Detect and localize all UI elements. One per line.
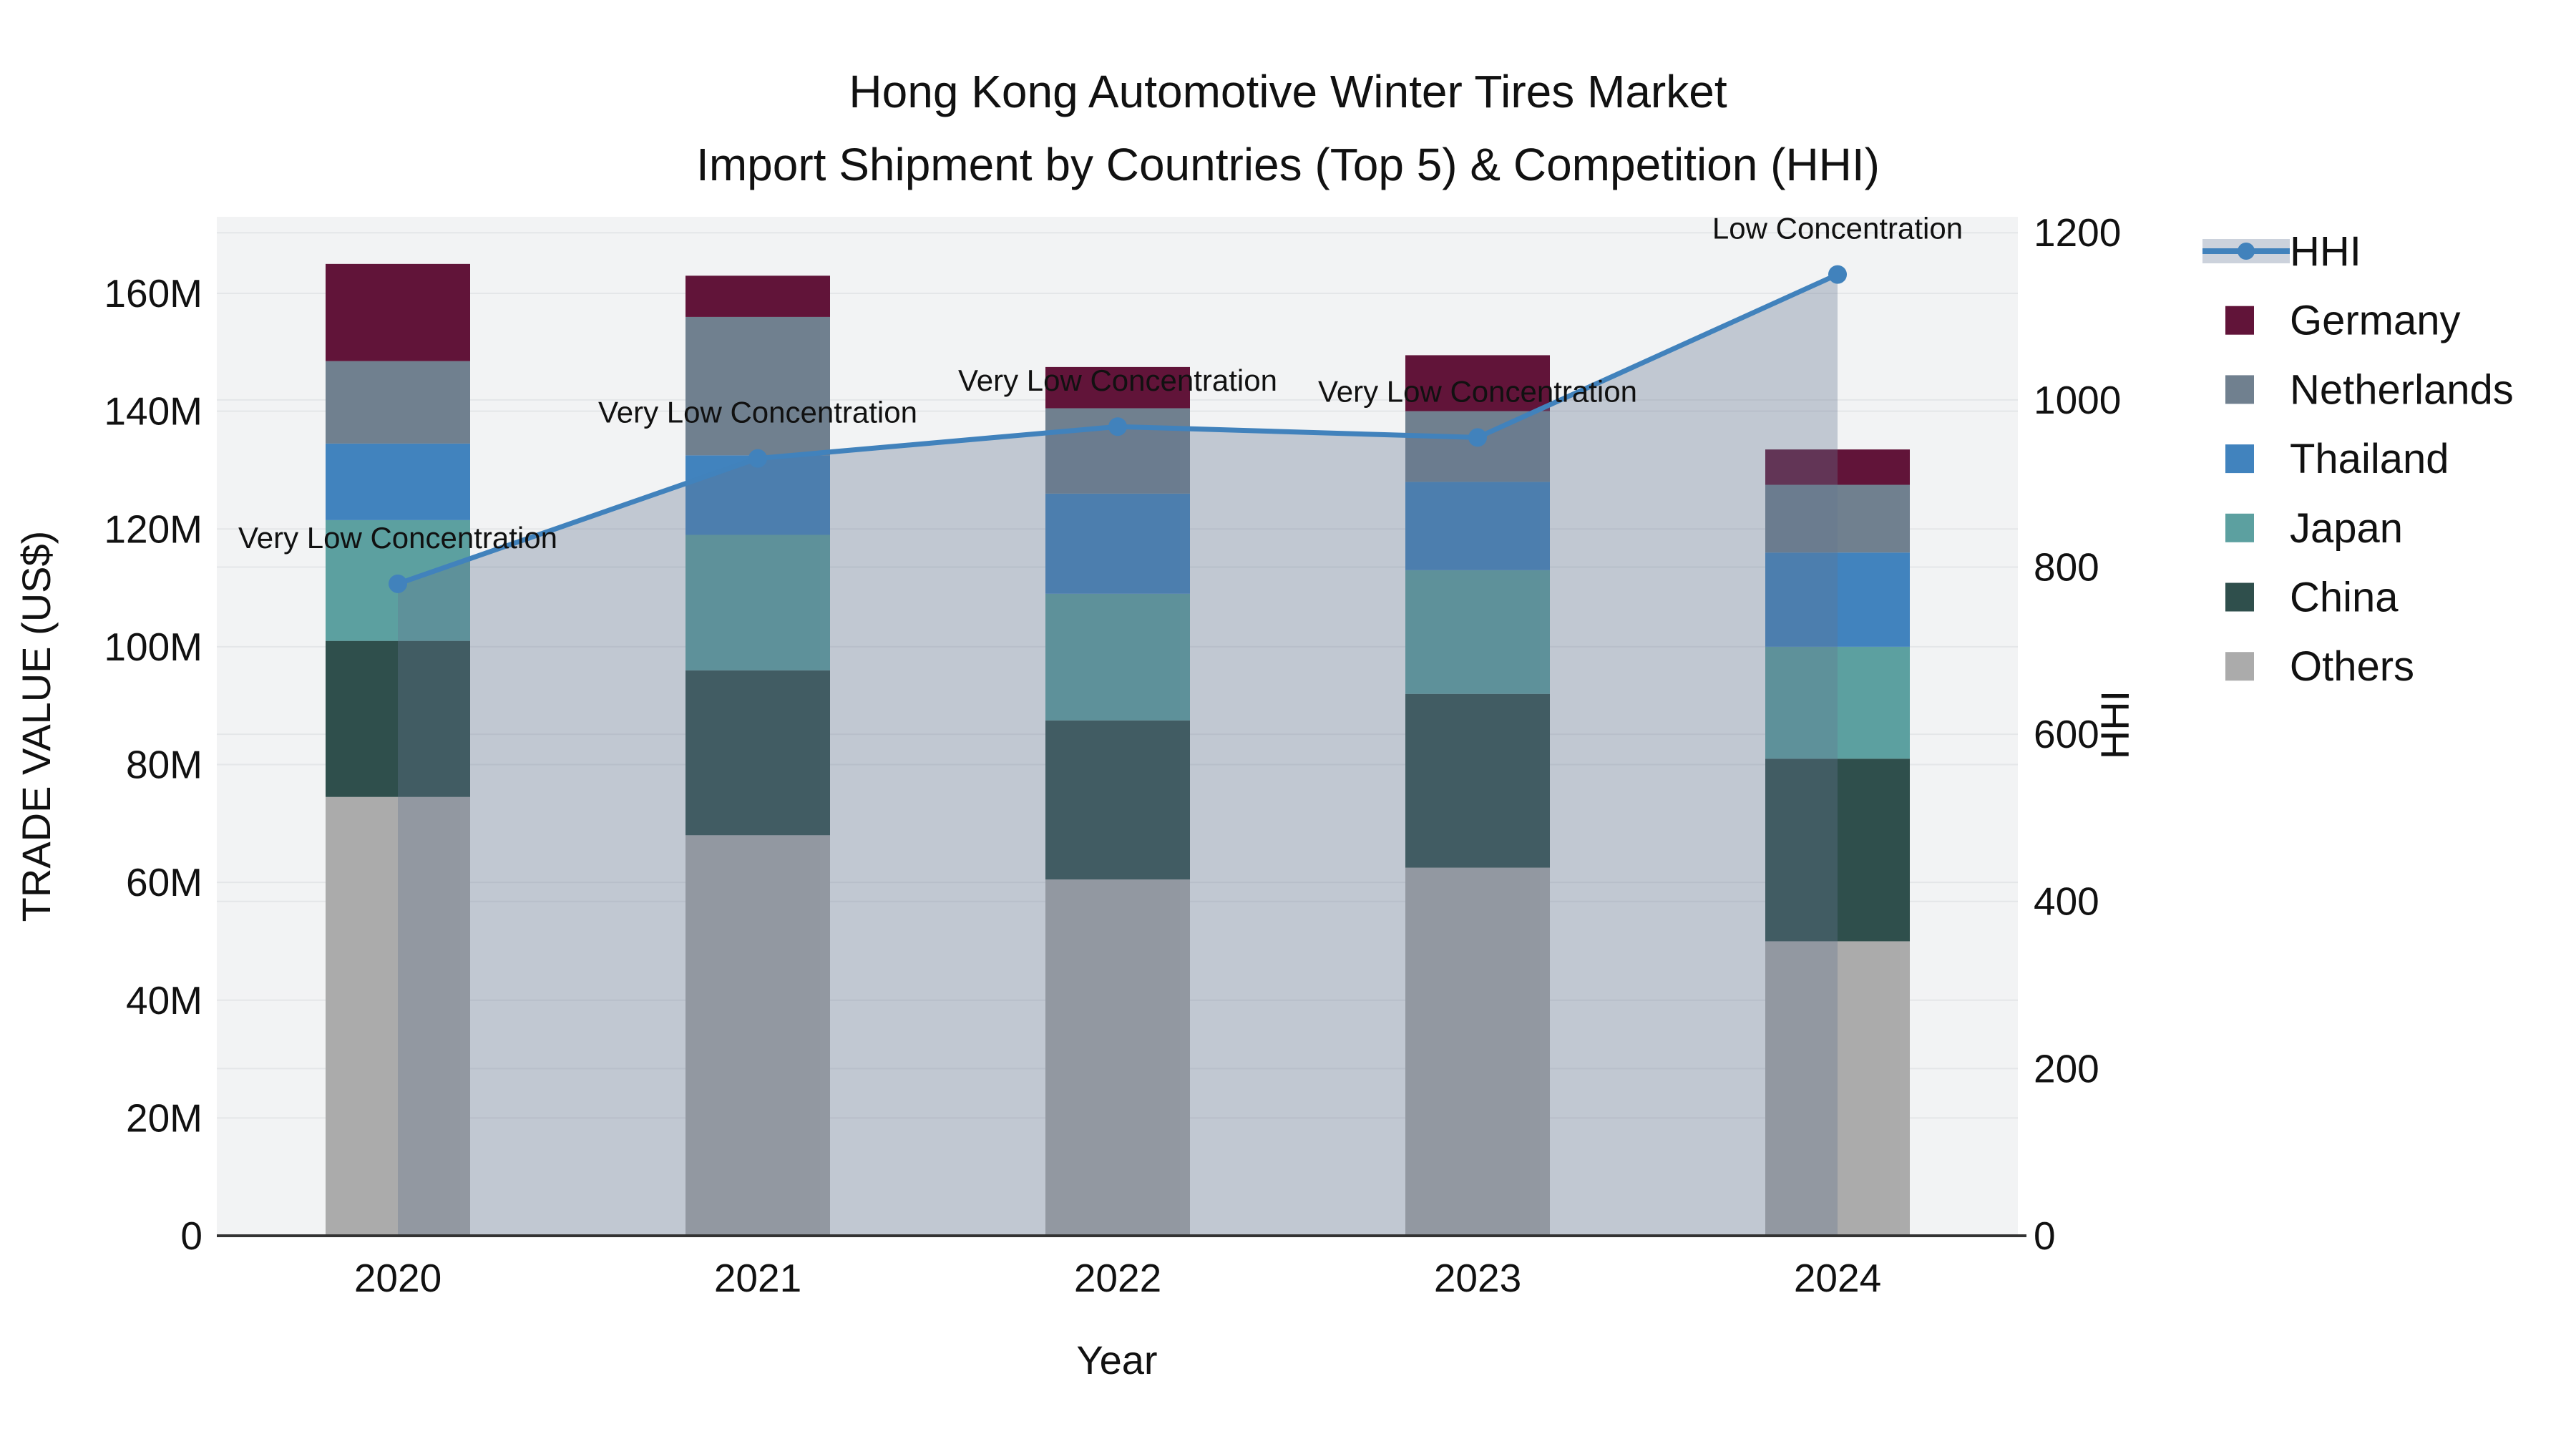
bar-segment-netherlands-2020 <box>326 361 470 444</box>
legend-item-germany: Germany <box>2225 298 2461 344</box>
legend-item-netherlands: Netherlands <box>2225 366 2514 413</box>
bar-segment-germany-2023 <box>1405 355 1550 411</box>
x-axis-title: Year <box>1076 1337 1157 1382</box>
legend-label-others: Others <box>2290 643 2414 690</box>
bar-segment-japan-2022 <box>1045 593 1190 721</box>
hhi-point-2024 <box>1828 265 1847 284</box>
bar-segment-thailand-2023 <box>1405 482 1550 570</box>
chart-title-line2: Import Shipment by Countries (Top 5) & C… <box>696 139 1880 190</box>
hhi-point-2021 <box>748 449 767 468</box>
bar-segment-japan-2021 <box>686 535 830 670</box>
bar-segment-japan-2023 <box>1405 570 1550 694</box>
legend-swatch-thailand <box>2225 444 2254 474</box>
legend-item-others: Others <box>2225 643 2414 690</box>
y-right-tick-400: 400 <box>2034 879 2099 924</box>
hhi-area-fill <box>398 274 1838 1236</box>
y-left-tick-100M: 100M <box>104 625 203 669</box>
legend-label-china: China <box>2290 575 2399 621</box>
bar-segment-thailand-2021 <box>686 455 830 535</box>
bar-segment-japan-2024 <box>1765 646 1910 759</box>
hhi-point-2022 <box>1108 417 1127 436</box>
stacked-bars <box>326 263 1910 1236</box>
legend-swatch-china <box>2225 582 2254 612</box>
y-right-tick-1000: 1000 <box>2034 378 2121 422</box>
legend-swatch-others <box>2225 652 2254 681</box>
bar-segment-china-2023 <box>1405 693 1550 868</box>
y-right-tick-0: 0 <box>2034 1214 2056 1258</box>
x-tick-2021: 2021 <box>714 1256 801 1300</box>
bar-segment-china-2021 <box>686 670 830 836</box>
y-right-tick-800: 800 <box>2034 545 2099 589</box>
chart-title-line1: Hong Kong Automotive Winter Tires Market <box>849 66 1727 117</box>
y-left-tick-0: 0 <box>180 1214 203 1258</box>
bar-segment-others-2020 <box>326 796 470 1236</box>
y-left-tick-60M: 60M <box>126 860 203 904</box>
y-left-tick-140M: 140M <box>104 389 203 434</box>
annotation-2022: Very Low Concentration <box>958 364 1277 397</box>
legend-item-china: China <box>2225 575 2399 621</box>
legend-item-japan: Japan <box>2225 505 2403 552</box>
hhi-point-2023 <box>1468 428 1487 447</box>
legend-swatch-japan <box>2225 513 2254 542</box>
bar-segment-germany-2021 <box>686 275 830 317</box>
bar-segment-others-2024 <box>1765 941 1910 1236</box>
legend-swatch-germany <box>2225 306 2254 335</box>
legend-item-hhi: HHI <box>2202 228 2361 275</box>
y-right-tick-1200: 1200 <box>2034 210 2121 255</box>
tick-labels: 0 20M 40M 60M 80M 100M 120M 140M 160M 0 200 400 600 8… <box>104 210 2121 1300</box>
legend-label-japan: Japan <box>2290 505 2403 552</box>
bar-segment-others-2022 <box>1045 879 1190 1236</box>
bar-segment-netherlands-2024 <box>1765 484 1910 553</box>
x-tick-2024: 2024 <box>1794 1256 1881 1300</box>
legend-swatch-netherlands <box>2225 375 2254 404</box>
y-left-tick-20M: 20M <box>126 1096 203 1140</box>
bar-segment-china-2024 <box>1765 758 1910 942</box>
y-right-axis-title: HHI <box>2092 691 2137 759</box>
bar-segment-thailand-2024 <box>1765 552 1910 647</box>
y-right-tick-600: 600 <box>2034 712 2099 756</box>
bar-segment-china-2022 <box>1045 720 1190 880</box>
annotation-2024: Low Concentration <box>1712 212 1963 245</box>
legend-hhi-marker <box>2238 243 2255 260</box>
y-left-axis-title: TRADE VALUE (US$) <box>14 531 59 922</box>
annotation-2023: Very Low Concentration <box>1318 374 1637 408</box>
legend: HHI Germany Netherlands Thailand Japan China O… <box>2202 228 2514 690</box>
hhi-line <box>389 265 1847 593</box>
bar-segment-netherlands-2021 <box>686 316 830 456</box>
legend-label-hhi: HHI <box>2290 228 2361 275</box>
legend-item-thailand: Thailand <box>2225 436 2449 482</box>
bar-segment-germany-2024 <box>1765 449 1910 485</box>
y-left-tick-160M: 160M <box>104 271 203 316</box>
legend-label-thailand: Thailand <box>2290 436 2449 482</box>
legend-label-germany: Germany <box>2290 298 2461 344</box>
bar-segment-china-2020 <box>326 640 470 797</box>
bar-segment-others-2023 <box>1405 867 1550 1236</box>
legend-label-netherlands: Netherlands <box>2290 366 2514 413</box>
y-left-tick-80M: 80M <box>126 743 203 787</box>
annotations: Very Low Concentration Very Low Concentra… <box>238 212 1963 555</box>
bar-segment-germany-2022 <box>1045 366 1190 409</box>
hhi-point-2020 <box>389 574 407 593</box>
bar-segment-others-2021 <box>686 835 830 1236</box>
x-tick-2023: 2023 <box>1434 1256 1521 1300</box>
x-tick-2020: 2020 <box>354 1256 441 1300</box>
y-left-tick-40M: 40M <box>126 978 203 1023</box>
bar-segment-thailand-2020 <box>326 443 470 520</box>
x-tick-2022: 2022 <box>1074 1256 1161 1300</box>
bar-segment-thailand-2022 <box>1045 493 1190 594</box>
annotation-2020: Very Low Concentration <box>238 521 557 555</box>
y-right-tick-200: 200 <box>2034 1046 2099 1091</box>
y-left-tick-120M: 120M <box>104 507 203 551</box>
annotation-2021: Very Low Concentration <box>598 396 917 429</box>
hhi-area-polygon <box>398 274 1838 1236</box>
bar-segment-germany-2020 <box>326 263 470 361</box>
